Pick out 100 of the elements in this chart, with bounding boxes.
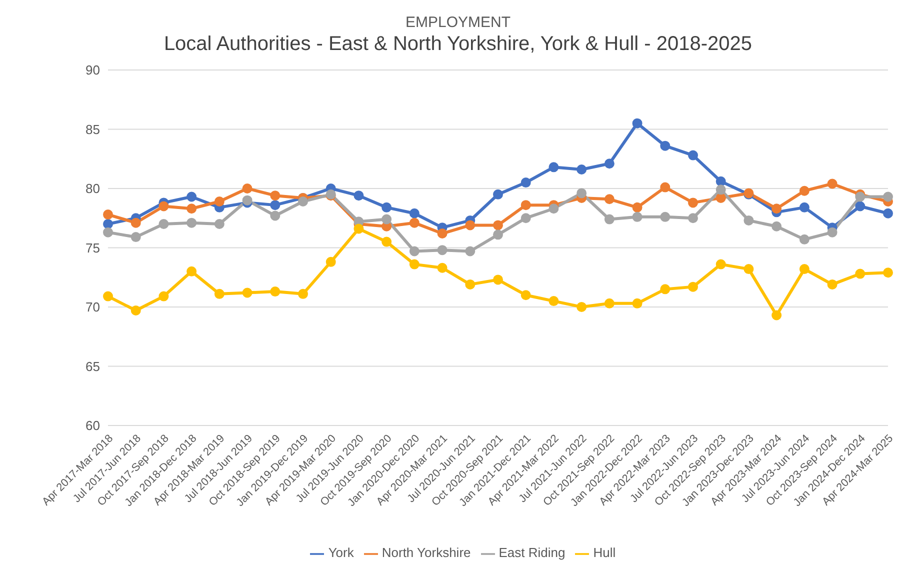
point xyxy=(772,204,782,214)
point xyxy=(688,198,698,208)
point xyxy=(493,230,503,240)
point xyxy=(493,189,503,200)
point xyxy=(688,213,698,224)
point xyxy=(827,279,838,290)
point xyxy=(493,274,503,285)
point xyxy=(716,192,726,203)
point xyxy=(382,236,392,247)
point xyxy=(604,298,614,308)
point xyxy=(186,192,197,202)
point xyxy=(409,259,420,270)
point xyxy=(158,201,169,212)
point xyxy=(103,210,113,220)
point xyxy=(186,204,197,214)
point xyxy=(130,306,141,316)
point xyxy=(520,178,531,188)
point xyxy=(548,296,559,306)
point xyxy=(744,215,754,226)
point xyxy=(660,284,670,294)
point xyxy=(716,184,726,195)
point xyxy=(158,291,169,302)
y-tick-label: 75 xyxy=(86,240,100,256)
point xyxy=(660,182,670,192)
point xyxy=(716,176,726,186)
point xyxy=(520,290,531,300)
point xyxy=(660,140,670,151)
point xyxy=(799,234,810,244)
point xyxy=(855,268,866,279)
point xyxy=(242,288,252,298)
point xyxy=(493,220,503,230)
point xyxy=(772,221,782,232)
point xyxy=(688,282,698,292)
point xyxy=(548,204,559,214)
point xyxy=(855,192,866,202)
point xyxy=(270,286,280,297)
y-tick-label: 85 xyxy=(86,122,100,137)
point xyxy=(465,220,476,230)
point xyxy=(465,279,476,290)
point xyxy=(437,245,448,256)
point xyxy=(576,302,587,312)
point xyxy=(298,196,308,207)
point xyxy=(103,291,113,302)
point xyxy=(326,256,336,267)
point xyxy=(103,219,113,230)
point xyxy=(214,288,224,299)
point xyxy=(632,298,642,308)
chart-title: EMPLOYMENT xyxy=(404,13,512,31)
point xyxy=(883,208,893,218)
legend-label: York xyxy=(328,545,354,560)
point xyxy=(799,202,810,212)
point xyxy=(632,212,642,222)
point xyxy=(186,218,197,228)
point xyxy=(103,227,113,238)
point xyxy=(548,162,559,172)
point xyxy=(632,202,642,212)
point xyxy=(214,219,224,230)
point xyxy=(799,264,810,274)
legend-label: East Riding xyxy=(498,545,566,560)
point xyxy=(465,246,476,256)
point xyxy=(576,188,587,198)
y-tick-label: 90 xyxy=(86,62,100,78)
point xyxy=(270,190,280,201)
point xyxy=(855,201,866,212)
point xyxy=(214,196,224,207)
point xyxy=(604,214,614,224)
point xyxy=(437,228,448,238)
point xyxy=(409,246,420,256)
point xyxy=(437,262,448,273)
point xyxy=(270,200,280,210)
point xyxy=(716,259,726,270)
point xyxy=(772,310,782,320)
point xyxy=(520,213,531,224)
point xyxy=(520,200,531,210)
point xyxy=(382,214,392,224)
point xyxy=(883,268,893,278)
point xyxy=(409,218,420,228)
point xyxy=(409,208,420,218)
point xyxy=(242,183,252,194)
legend-label: North Yorkshire xyxy=(382,545,471,560)
point xyxy=(604,158,614,169)
point xyxy=(604,194,614,204)
point xyxy=(660,212,670,222)
point xyxy=(576,164,587,175)
point xyxy=(186,266,197,276)
y-tick-label: 60 xyxy=(86,418,100,434)
point xyxy=(298,288,308,299)
chart-subtitle: Local Authorities - East & North Yorkshire, York & Hull - 2018-2025 xyxy=(162,33,754,56)
point xyxy=(270,210,280,221)
point xyxy=(883,192,893,202)
y-tick-label: 65 xyxy=(86,358,100,374)
point xyxy=(632,118,642,128)
y-tick-label: 80 xyxy=(86,181,100,196)
point xyxy=(827,178,838,189)
point xyxy=(158,219,169,230)
point xyxy=(382,202,392,212)
point xyxy=(354,190,364,201)
point xyxy=(827,227,838,238)
point xyxy=(130,232,141,242)
point xyxy=(688,150,698,160)
